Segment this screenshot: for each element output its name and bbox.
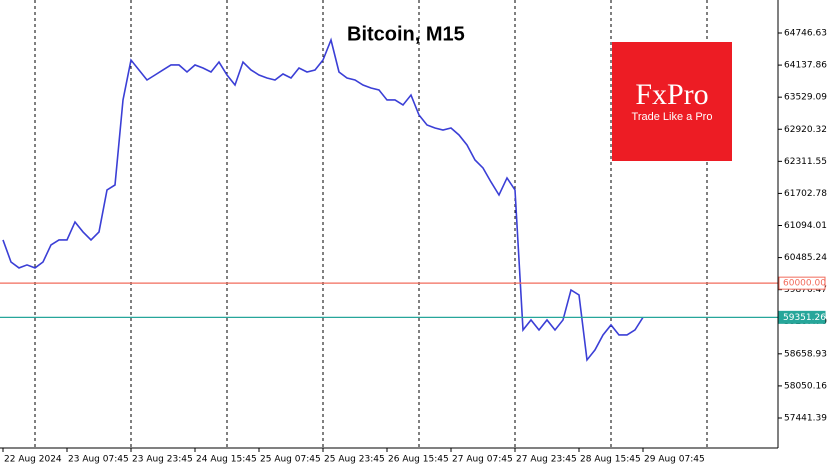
x-tick-label: 27 Aug 07:45: [452, 455, 513, 465]
y-tick-label: 63529.09: [784, 93, 827, 103]
x-tick-label: 22 Aug 2024: [4, 455, 62, 465]
price-level-box: [778, 310, 826, 324]
chart-title: Bitcoin, M15: [347, 23, 465, 45]
x-tick-label: 27 Aug 23:45: [516, 455, 577, 465]
x-tick-label: 29 Aug 07:45: [644, 455, 705, 465]
y-tick-label: 61094.01: [784, 221, 827, 231]
y-tick-label: 61702.78: [784, 189, 827, 199]
y-tick-label: 58050.16: [784, 381, 827, 391]
x-tick-label: 24 Aug 15:45: [196, 455, 257, 465]
y-tick-label: 59876.47: [784, 285, 827, 295]
y-tick-label: 58658.93: [784, 349, 827, 359]
x-tick-label: 28 Aug 15:45: [580, 455, 641, 465]
x-tick-label: 23 Aug 23:45: [132, 455, 193, 465]
price-line: [2, 37, 644, 362]
y-tick-label: 60485.24: [784, 253, 827, 263]
logo-tagline: Trade Like a Pro: [632, 111, 713, 123]
logo-brand: FxPro: [635, 78, 708, 111]
y-tick-label: 62311.55: [784, 157, 827, 167]
y-tick-label: 64746.63: [784, 29, 827, 39]
y-tick-label: 64137.86: [784, 61, 827, 71]
logo-box: [612, 42, 732, 161]
price-level-label: 59351.26: [783, 313, 826, 323]
y-tick-label: 62920.32: [784, 125, 827, 135]
x-tick-label: 26 Aug 15:45: [388, 455, 449, 465]
x-tick-label: 25 Aug 07:45: [260, 455, 321, 465]
x-tick-label: 25 Aug 23:45: [324, 455, 385, 465]
y-tick-label: 57441.39: [784, 413, 827, 423]
price-level-label: 60000.00: [783, 279, 826, 289]
price-level-box: [778, 276, 826, 290]
x-tick-label: 23 Aug 07:45: [68, 455, 129, 465]
